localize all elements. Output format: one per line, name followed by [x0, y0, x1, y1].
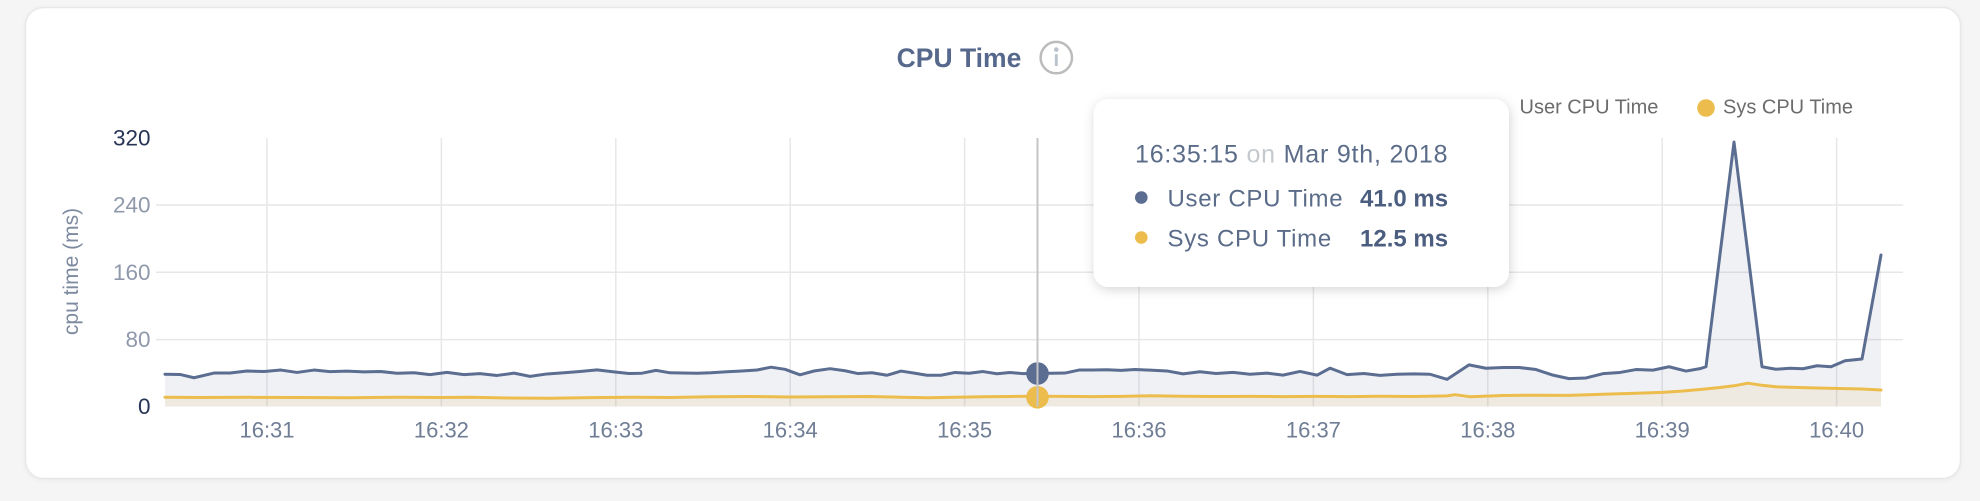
svg-text:User CPU Time: User CPU Time: [1168, 186, 1344, 213]
svg-text:cpu time (ms): cpu time (ms): [60, 208, 83, 335]
svg-text:User CPU Time: User CPU Time: [1520, 97, 1659, 119]
svg-text:80: 80: [125, 327, 150, 352]
svg-text:16:34: 16:34: [763, 418, 818, 443]
svg-text:16:35: 16:35: [937, 418, 992, 443]
svg-text:41.0 ms: 41.0 ms: [1360, 186, 1448, 213]
svg-text:16:38: 16:38: [1460, 418, 1515, 443]
svg-text:240: 240: [113, 193, 151, 218]
svg-text:16:35:15 on Mar 9th, 2018: 16:35:15 on Mar 9th, 2018: [1135, 141, 1448, 169]
svg-text:16:33: 16:33: [588, 418, 643, 443]
svg-text:Sys CPU Time: Sys CPU Time: [1168, 226, 1332, 253]
svg-text:16:32: 16:32: [414, 418, 469, 443]
svg-text:0: 0: [138, 394, 151, 419]
svg-text:16:36: 16:36: [1111, 418, 1166, 443]
svg-text:16:31: 16:31: [239, 418, 294, 443]
svg-text:CPU Time: CPU Time: [897, 43, 1022, 73]
svg-text:Sys CPU Time: Sys CPU Time: [1723, 97, 1853, 119]
svg-text:16:39: 16:39: [1635, 418, 1690, 443]
svg-text:12.5 ms: 12.5 ms: [1360, 226, 1448, 253]
svg-text:16:37: 16:37: [1286, 418, 1341, 443]
svg-text:160: 160: [113, 260, 151, 285]
svg-text:320: 320: [113, 126, 151, 151]
svg-text:16:40: 16:40: [1809, 418, 1864, 443]
